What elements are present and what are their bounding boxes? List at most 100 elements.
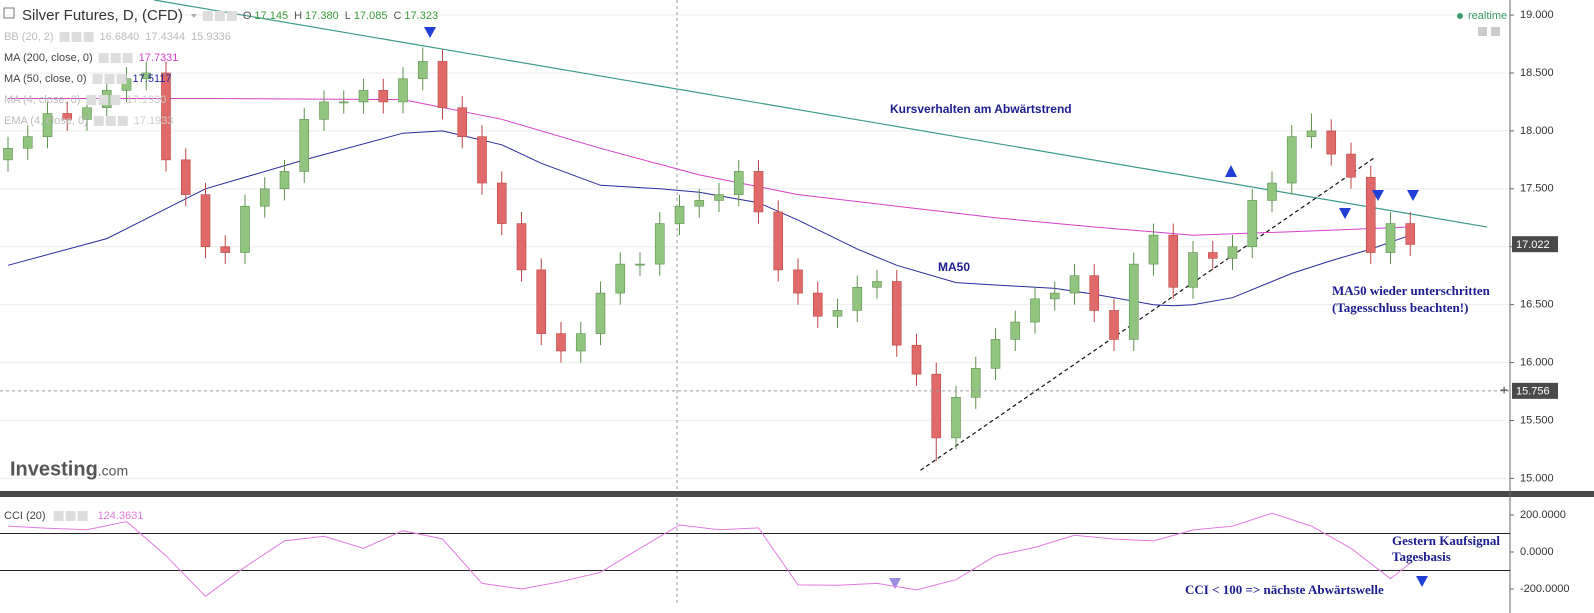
y-tick-label: 16.500 — [1520, 299, 1554, 311]
candle-body — [398, 78, 408, 103]
candle-body — [1010, 321, 1021, 340]
indicator-value: 17.1930 — [126, 94, 166, 106]
candle-body — [1168, 234, 1179, 288]
legend-icon[interactable] — [104, 74, 115, 84]
legend-icon[interactable] — [117, 116, 128, 126]
legend-icon[interactable] — [105, 116, 116, 126]
y-tick-label: 15.500 — [1520, 414, 1554, 426]
y-tick-label: -200.0000 — [1520, 583, 1570, 595]
candle-body — [931, 373, 942, 439]
logo-suffix: .com — [98, 463, 128, 479]
price-tag — [1512, 236, 1558, 253]
y-tick-label: 15.000 — [1520, 472, 1554, 484]
annotation: Tagesbasis — [1392, 549, 1451, 564]
candle-body — [1227, 246, 1238, 259]
candle-body — [872, 281, 882, 288]
candle-body — [42, 113, 53, 137]
candle-body — [496, 182, 507, 224]
candle-body — [694, 200, 705, 207]
legend-icon[interactable] — [71, 32, 82, 42]
annotation: Gestern Kaufsignal — [1392, 533, 1500, 548]
candle-body — [1148, 234, 1159, 265]
sell-marker — [1407, 190, 1419, 201]
indicator-legend: BB (20, 2) 16.6840 17.4344 15.9336 MA (200, … — [4, 31, 231, 127]
dropdown-caret — [190, 14, 197, 18]
readout-value: 17.323 — [404, 10, 438, 22]
legend-icon[interactable] — [86, 95, 97, 105]
indicator-name: MA (50, close, 0) — [4, 73, 87, 85]
icon[interactable] — [1491, 27, 1500, 36]
candle-body — [240, 205, 250, 253]
indicator-value: 17.1933 — [134, 115, 174, 127]
candle-body — [1188, 252, 1198, 288]
candle-body — [220, 246, 231, 253]
candle-body — [1286, 136, 1297, 184]
legend-icon[interactable] — [110, 95, 121, 105]
candle-body — [437, 61, 448, 109]
candle-body — [1089, 275, 1100, 311]
legend-icon[interactable] — [202, 11, 213, 21]
y-tick-label: 18.000 — [1520, 125, 1554, 137]
indicator-name: MA (4, close, 0) — [4, 94, 80, 106]
candle-body — [141, 72, 152, 80]
annotation: MA50 — [938, 260, 970, 274]
legend-icon[interactable] — [98, 95, 109, 105]
legend-icon[interactable] — [65, 511, 76, 521]
icon[interactable] — [1478, 27, 1487, 36]
buy-marker — [1225, 165, 1237, 177]
candle-body — [299, 119, 310, 172]
legend-icon[interactable] — [226, 11, 237, 21]
legend-icon[interactable] — [214, 11, 225, 21]
candle-body — [1128, 263, 1139, 340]
y-tick-label: 200.0000 — [1520, 509, 1566, 521]
legend-icon[interactable] — [53, 511, 64, 521]
legend-icon[interactable] — [110, 53, 121, 63]
trendline — [920, 157, 1376, 471]
y-tick-label: 18.500 — [1520, 67, 1554, 79]
candle-body — [22, 136, 33, 149]
annotation: Kursverhalten am Abwärtstrend — [890, 102, 1072, 116]
chart-title: Silver Futures, D, (CFD) — [22, 7, 183, 24]
cci-line — [7, 512, 1411, 597]
legend-icon[interactable] — [93, 116, 104, 126]
y-tick-label: 0.0000 — [1520, 546, 1554, 558]
legend-icon[interactable] — [122, 53, 133, 63]
readout-value: 17.145 — [254, 10, 288, 22]
legend-icon[interactable] — [98, 53, 109, 63]
indicator-value: 17.4344 — [145, 31, 185, 43]
readout-value: 17.085 — [354, 10, 388, 22]
legend-icon[interactable] — [59, 32, 70, 42]
candle-body — [457, 107, 468, 137]
readout-label: L — [345, 10, 351, 22]
trendline — [154, 0, 1488, 228]
legend-icon[interactable] — [116, 74, 127, 84]
sell-marker — [1372, 190, 1384, 201]
candle-body — [1207, 252, 1218, 259]
candle-body — [635, 263, 645, 266]
candle-body — [1405, 223, 1416, 245]
candle-body — [3, 147, 13, 161]
candle-body — [773, 211, 784, 271]
candle-body — [793, 269, 803, 294]
candle-body — [1326, 130, 1337, 155]
cci-panel: CCI (20) 124.3631 200.0000 0.0000 -200.0000 — [0, 509, 1570, 597]
legend-icon[interactable] — [83, 32, 94, 42]
annotation: (Tagesschluss beachten!) — [1332, 300, 1468, 315]
legend-icon[interactable] — [92, 74, 103, 84]
indicator-name: BB (20, 2) — [4, 31, 54, 43]
legend-icon[interactable] — [77, 511, 88, 521]
indicator-name: EMA (4, close, 0) — [4, 115, 88, 127]
indicator-value: 15.9336 — [191, 31, 231, 43]
candle-body — [279, 171, 290, 190]
candle-body — [615, 263, 626, 294]
candle-body — [753, 171, 764, 213]
ma-line — [7, 130, 1411, 307]
status-dot — [1457, 13, 1463, 19]
status: realtime — [1468, 10, 1507, 22]
menu-icon[interactable] — [3, 7, 15, 19]
price-tag — [1512, 382, 1558, 399]
candle-body — [536, 269, 547, 334]
candle-body — [358, 90, 369, 103]
